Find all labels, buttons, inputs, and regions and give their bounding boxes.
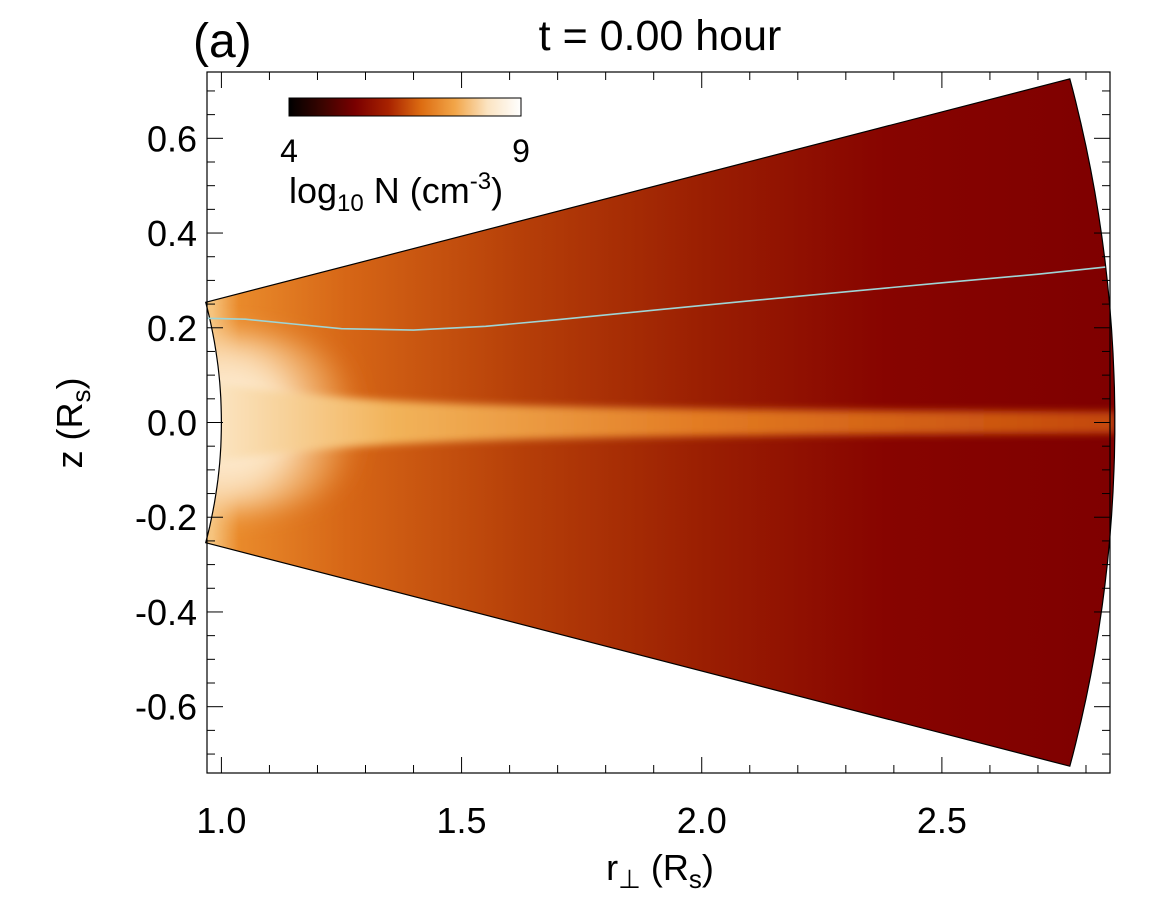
y-tick-label: -0.4 [135,592,197,633]
domain-boundary [204,78,1116,767]
x-axis-tick-labels: 1.0 1.5 2.0 2.5 [196,800,967,841]
panel-label: (a) [193,15,252,68]
axis-ticks [207,72,1110,773]
x-tick-label: 1.5 [437,800,487,841]
field-line [207,266,1106,331]
x-axis-label: r⊥ (Rs) [606,847,714,894]
x-tick-label: 2.5 [917,800,967,841]
y-tick-label: 0.4 [147,213,197,254]
colorbar: 4 9 log10 N (cm-3) [280,97,530,217]
y-axis-tick-labels: 0.6 0.4 0.2 0.0 -0.2 -0.4 -0.6 [135,118,197,727]
colorbar-scale [288,97,522,117]
colorbar-label: log10 N (cm-3) [289,168,503,217]
chart-title: t = 0.00 hour [539,12,782,60]
colorbar-min-label: 4 [280,133,298,169]
x-tick-label: 1.0 [196,800,246,841]
x-tick-label: 2.0 [677,800,727,841]
y-axis-label: z (Rs) [49,378,96,469]
y-tick-label: -0.6 [135,687,197,728]
current-sheet-band [205,380,1115,465]
y-tick-label: 0.2 [147,308,197,349]
colorbar-max-label: 9 [512,133,530,169]
y-tick-label: -0.2 [135,497,197,538]
y-tick-label: 0.0 [147,403,197,444]
y-tick-label: 0.6 [147,118,197,159]
